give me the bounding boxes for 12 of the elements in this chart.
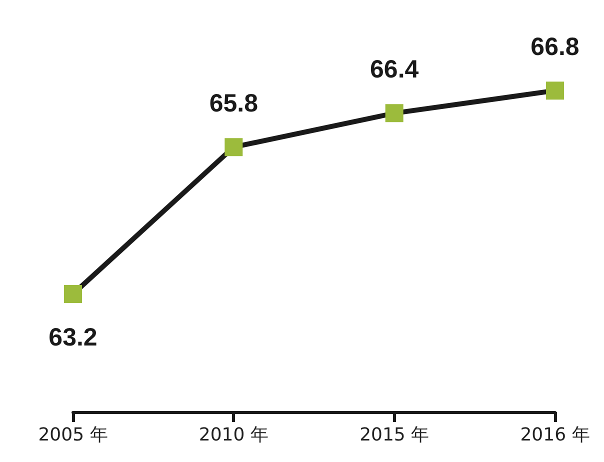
x-tick-label: 2010 年 [198, 424, 268, 446]
data-label: 66.4 [370, 56, 419, 84]
point [546, 82, 564, 100]
data-label: 66.8 [530, 33, 580, 62]
point [385, 104, 404, 122]
x-tick-label: 2015 年 [360, 424, 430, 446]
point [64, 285, 82, 304]
data-label: 65.8 [209, 90, 258, 118]
x-tick-label: 2005 年 [38, 424, 108, 446]
data-label: 63.2 [48, 324, 98, 352]
point [224, 138, 243, 156]
x-tick-label: 2016 年 [520, 424, 590, 446]
